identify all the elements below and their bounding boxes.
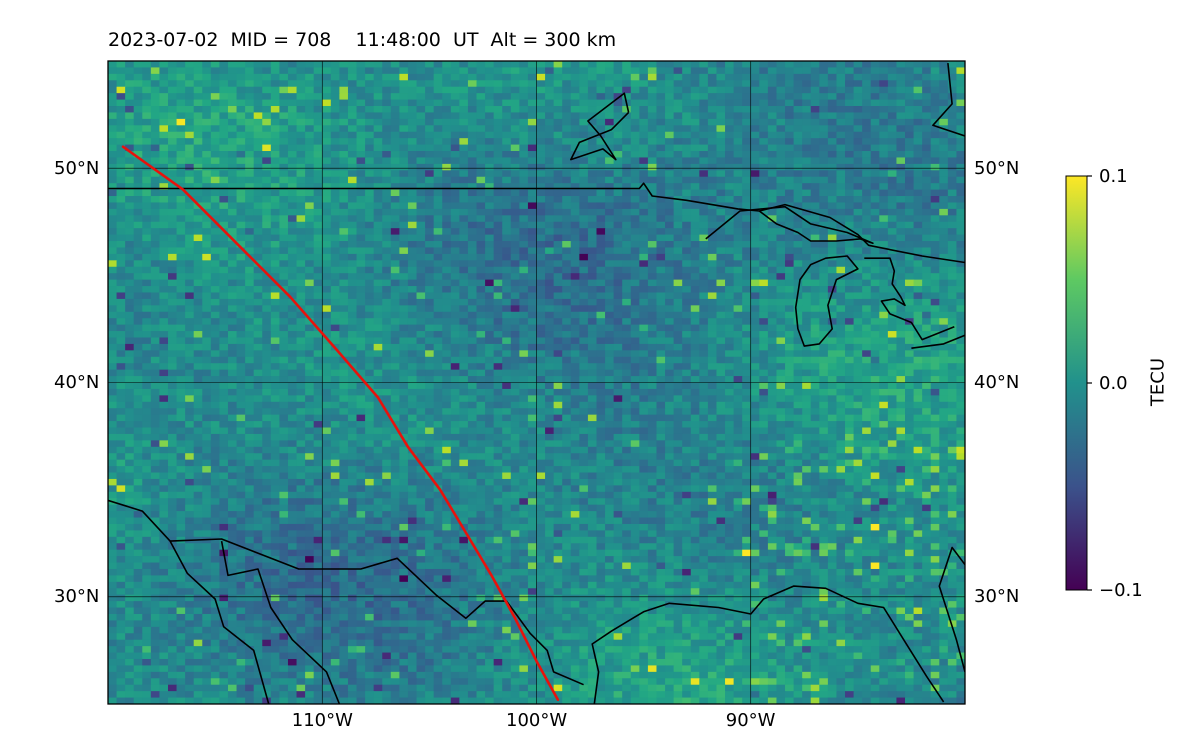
lat-tick-label-left: 30°N	[54, 586, 100, 608]
coastline	[569, 92, 630, 161]
lon-tick-label: 110°W	[291, 710, 353, 731]
colorbar-tick-label: 0.1	[1099, 165, 1128, 187]
colorbar-tick-label: 0.0	[1099, 372, 1128, 394]
coastline	[911, 334, 965, 349]
lon-tick-label: 100°W	[506, 710, 568, 731]
coastline	[864, 257, 955, 341]
lon-tick-label: 90°W	[725, 710, 776, 731]
lat-tick-label-right: 50°N	[974, 157, 1020, 179]
lat-tick-label-right: 40°N	[974, 372, 1020, 393]
coastline	[938, 546, 965, 673]
coastline	[705, 205, 874, 244]
coastline	[108, 499, 270, 704]
satellite-track	[121, 145, 560, 702]
map-title: 2023-07-02 MID = 708 11:48:00 UT Alt = 3…	[108, 29, 617, 51]
colorbar	[1065, 175, 1088, 591]
coastline	[220, 540, 341, 704]
lat-tick-label-right: 30°N	[974, 586, 1020, 608]
coastline	[794, 255, 859, 347]
colorbar-label: TECU	[1147, 357, 1169, 407]
coastline	[170, 538, 584, 686]
lat-tick-label-left: 40°N	[54, 372, 100, 393]
coastline	[591, 585, 945, 704]
map-frame	[107, 60, 966, 705]
colorbar-tick-label: −0.1	[1099, 579, 1143, 601]
coastline	[932, 63, 965, 137]
lat-tick-label-left: 50°N	[54, 157, 100, 179]
